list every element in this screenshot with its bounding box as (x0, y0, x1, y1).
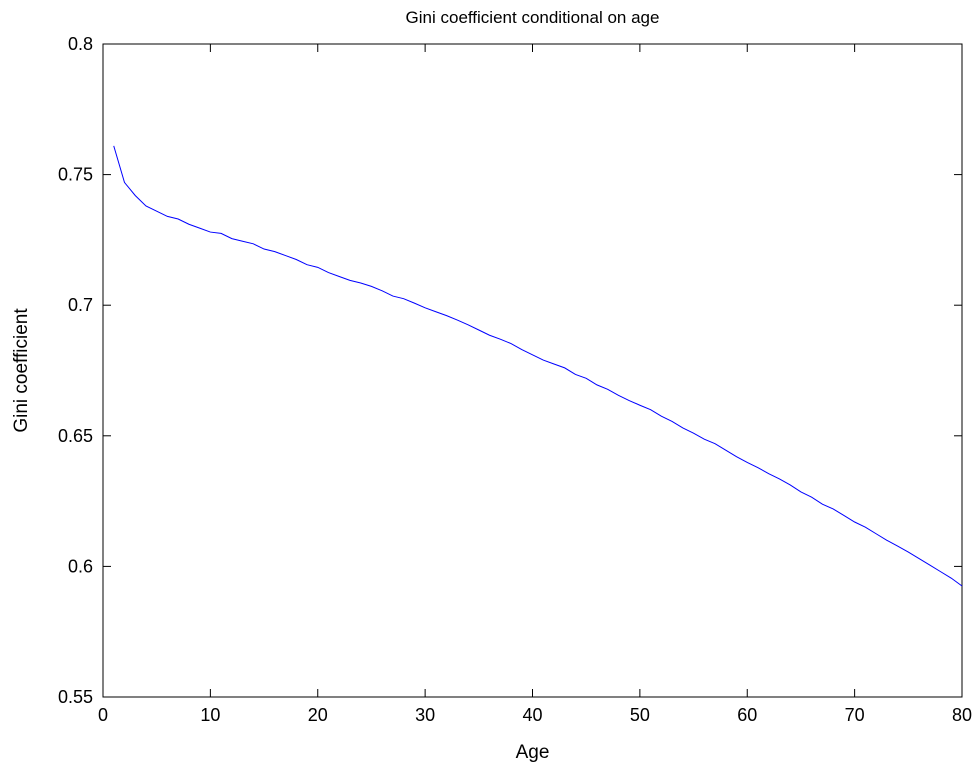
x-tick-label: 20 (308, 705, 328, 725)
series-line-0 (113, 145, 963, 587)
y-tick-label: 0.75 (58, 165, 93, 185)
x-tick-label: 30 (415, 705, 435, 725)
plot-area-frame (102, 43, 963, 698)
y-tick-label: 0.55 (58, 687, 93, 707)
x-tick-label: 80 (952, 705, 972, 725)
y-tick-label: 0.8 (68, 34, 93, 54)
x-tick-label: 0 (98, 705, 108, 725)
y-axis-label: Gini coefficient (11, 308, 32, 433)
x-tick-label: 10 (200, 705, 220, 725)
y-tick-label: 0.6 (68, 556, 93, 576)
series-layer (113, 145, 963, 587)
x-tick-label: 50 (630, 705, 650, 725)
chart-title: Gini coefficient conditional on age (406, 8, 660, 27)
x-axis-label: Age (516, 742, 550, 763)
x-tick-label: 60 (737, 705, 757, 725)
x-tick-label: 70 (845, 705, 865, 725)
y-tick-label: 0.65 (58, 426, 93, 446)
y-tick-label: 0.7 (68, 295, 93, 315)
axis-ticks: 0 10 20 30 40 50 60 70 80 0.55 0.6 0.65 0.7 0.75 0.8 (58, 34, 972, 725)
x-tick-label: 40 (522, 705, 542, 725)
